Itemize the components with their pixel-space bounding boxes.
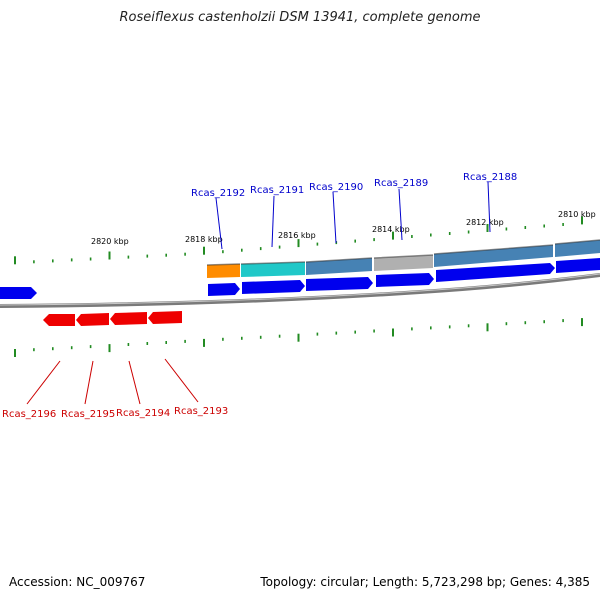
gene-arrow-forward[interactable]: [0, 287, 37, 299]
forward-gene-labels: Rcas_2192 Rcas_2191 Rcas_2190 Rcas_2189 …: [191, 172, 517, 199]
reverse-gene-track: [43, 311, 182, 326]
gene-arrow-forward[interactable]: [208, 283, 240, 296]
feature-bar[interactable]: [555, 240, 600, 257]
gene-label-reverse[interactable]: Rcas_2194: [116, 408, 170, 419]
kbp-label: 2820 kbp: [91, 237, 129, 246]
kbp-label: 2810 kbp: [558, 210, 596, 219]
kbp-label: 2818 kbp: [185, 235, 223, 244]
feature-bar[interactable]: [434, 245, 553, 267]
forward-gene-track: [0, 258, 600, 299]
kbp-label: 2814 kbp: [372, 225, 410, 234]
tick-row-top: [14, 216, 583, 265]
forward-leaders: [215, 181, 491, 250]
feature-bar[interactable]: [306, 258, 372, 275]
topology-summary: Topology: circular; Length: 5,723,298 bp…: [260, 575, 590, 589]
feature-highlight: [206, 239, 600, 266]
gene-arrow-reverse[interactable]: [110, 312, 147, 325]
gene-label-reverse[interactable]: Rcas_2195: [61, 409, 115, 420]
gene-label-forward[interactable]: Rcas_2189: [374, 178, 428, 189]
feature-bar[interactable]: [207, 264, 240, 278]
reverse-leaders: [26, 358, 199, 405]
gene-arrow-forward[interactable]: [242, 280, 305, 294]
gene-arrow-forward[interactable]: [556, 258, 600, 273]
tick-row-bottom: [14, 318, 583, 357]
kbp-label: 2812 kbp: [466, 218, 504, 227]
gene-arrow-reverse[interactable]: [148, 311, 182, 324]
reverse-gene-labels: Rcas_2196 Rcas_2195 Rcas_2194 Rcas_2193: [2, 406, 228, 420]
feature-bar[interactable]: [374, 255, 433, 271]
feature-track: [206, 239, 600, 278]
gene-label-reverse[interactable]: Rcas_2196: [2, 409, 56, 420]
genome-backbone: [0, 273, 600, 308]
gene-label-forward[interactable]: Rcas_2188: [463, 172, 517, 183]
map-title: Roseiflexus castenholzii DSM 13941, comp…: [119, 10, 481, 25]
gene-arrow-forward[interactable]: [306, 277, 373, 291]
kbp-label: 2816 kbp: [278, 231, 316, 240]
gene-arrow-forward[interactable]: [436, 263, 555, 282]
gene-label-forward[interactable]: Rcas_2191: [250, 185, 304, 196]
gene-arrow-reverse[interactable]: [76, 313, 109, 326]
gene-arrow-forward[interactable]: [376, 273, 434, 287]
genome-backbone-highlight: [0, 273, 600, 306]
gene-label-reverse[interactable]: Rcas_2193: [174, 406, 228, 417]
gene-arrow-reverse[interactable]: [43, 314, 75, 326]
gene-label-forward[interactable]: Rcas_2192: [191, 188, 245, 199]
gene-label-forward[interactable]: Rcas_2190: [309, 182, 363, 193]
feature-bar[interactable]: [241, 262, 305, 277]
accession-text: Accession: NC_009767: [9, 575, 146, 589]
kbp-labels: 2820 kbp 2818 kbp 2816 kbp 2814 kbp 2812…: [91, 210, 596, 246]
